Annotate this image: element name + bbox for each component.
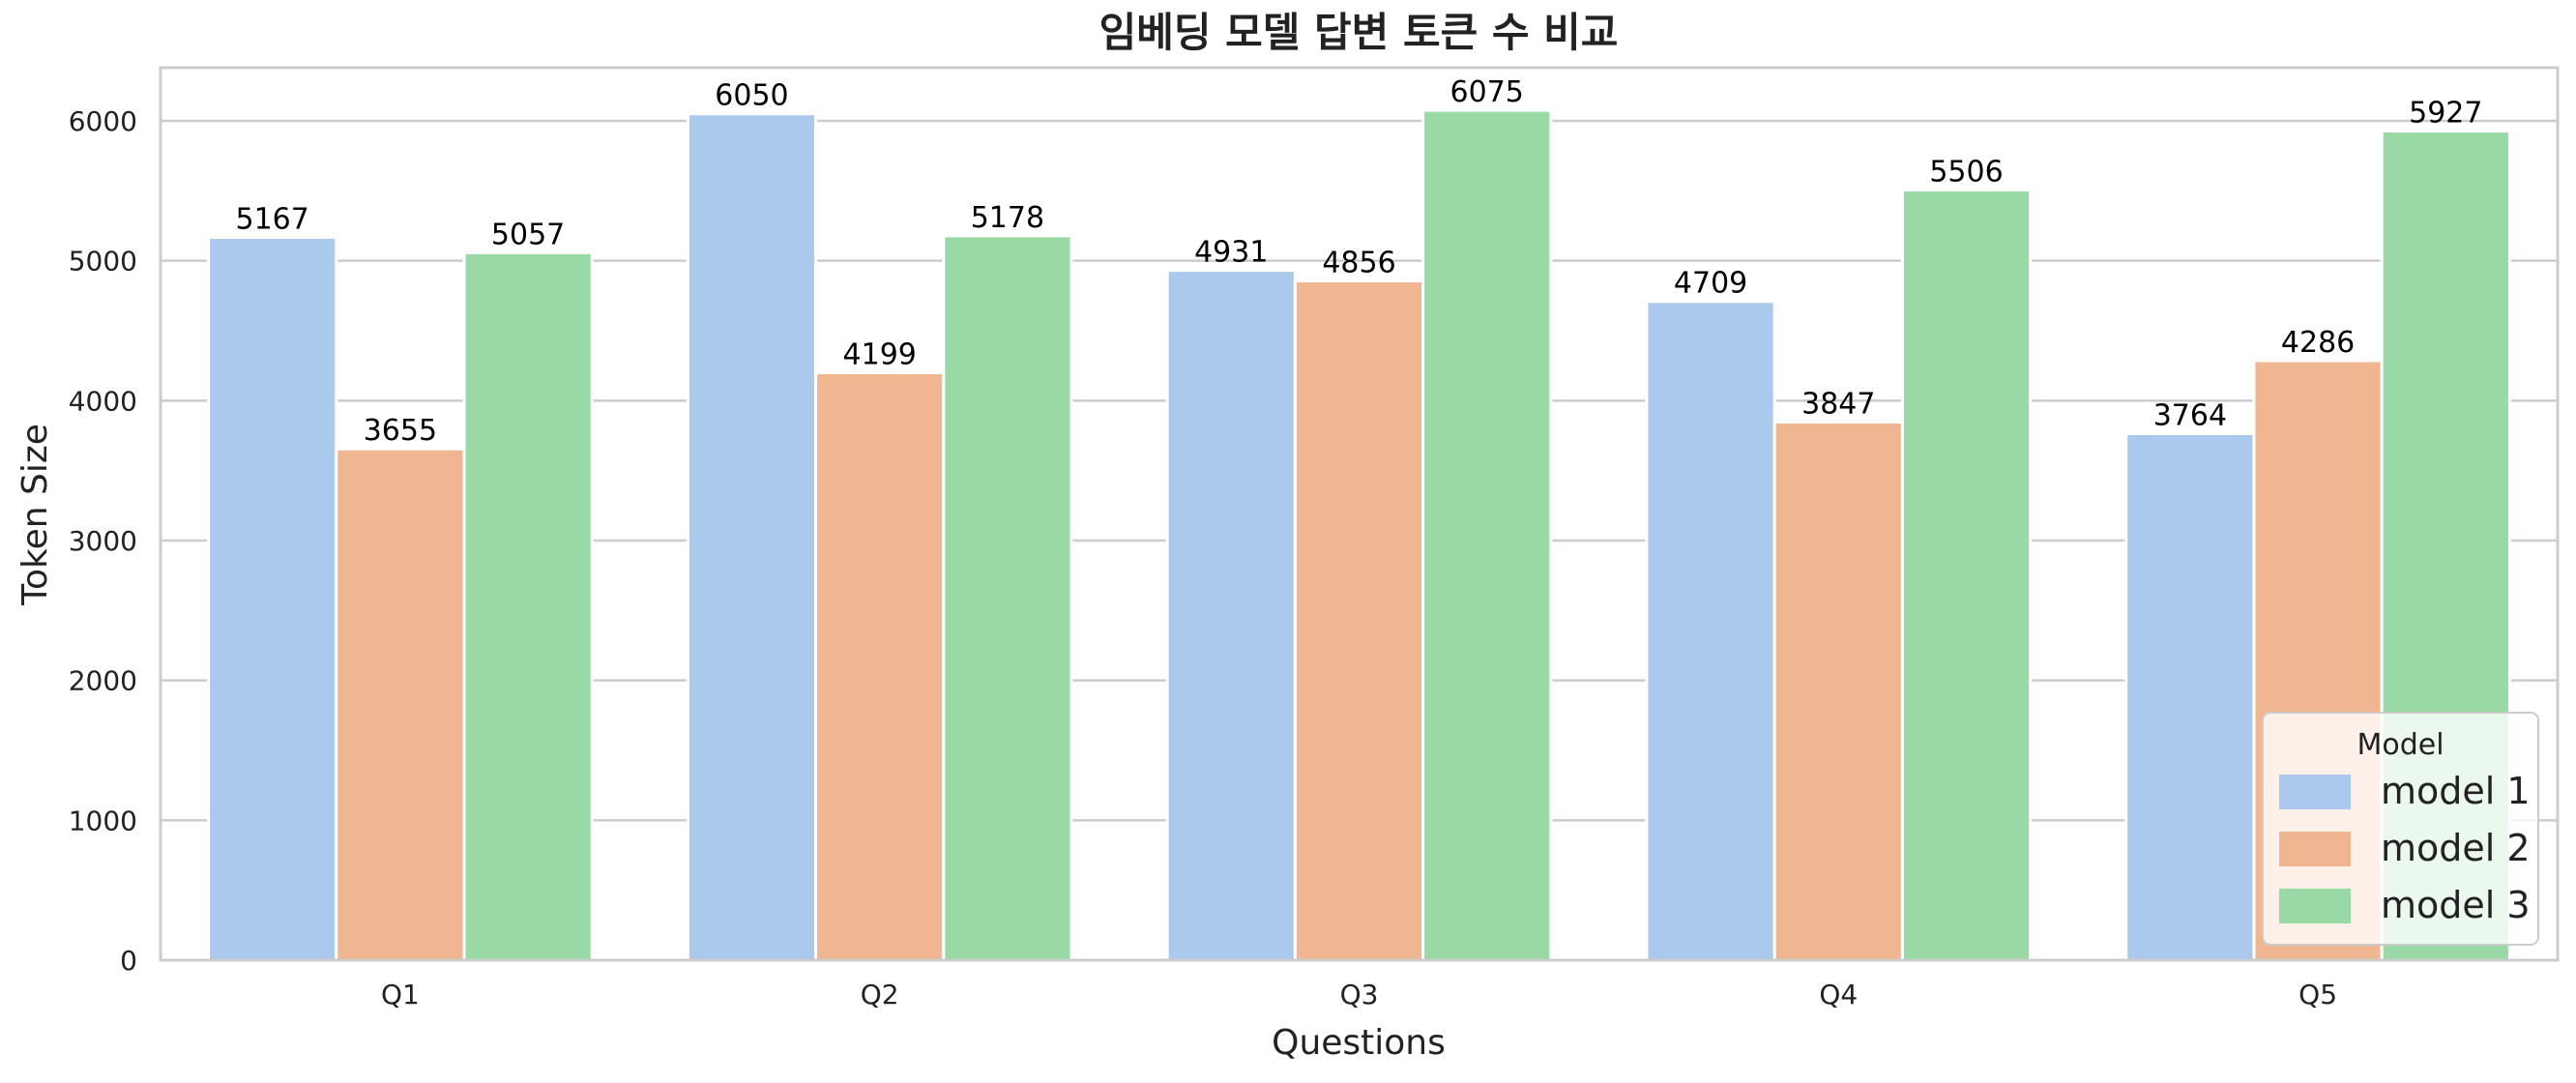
bar-value-label: 5178: [971, 201, 1044, 235]
legend-label: model 3: [2381, 884, 2531, 926]
y-tick-label: 0: [120, 945, 137, 977]
bar-value-label: 5927: [2409, 97, 2482, 131]
plot-area: 0 1000 2000 3000 4000 5000 6000 5167 6050 4931 470…: [69, 66, 2560, 1010]
bar: [814, 371, 946, 962]
x-axis-label: Questions: [1272, 1023, 1446, 1063]
bar-value-label: 4709: [1674, 267, 1747, 301]
y-tick-label: 3000: [69, 525, 137, 557]
bar: [1772, 420, 1904, 962]
x-tick-label: Q5: [2298, 979, 2337, 1010]
bar: [1421, 108, 1553, 962]
bar: [1293, 278, 1425, 962]
legend-label: model 1: [2381, 770, 2531, 812]
plot-frame: [159, 66, 2560, 962]
legend-label: model 2: [2381, 827, 2531, 869]
x-tick-label: Q1: [381, 979, 420, 1010]
bar: [207, 235, 338, 962]
bar: [686, 112, 818, 962]
y-tick-label: 6000: [69, 105, 137, 137]
y-tick-label: 2000: [69, 665, 137, 697]
y-axis-label: Token Size: [15, 424, 55, 606]
bar-value-label: 5167: [236, 202, 309, 236]
y-tick-label: 4000: [69, 385, 137, 417]
bar: [335, 447, 466, 962]
bar-value-label: 3847: [1801, 387, 1875, 421]
legend-swatch: [2279, 889, 2351, 923]
x-tick-label: Q3: [1340, 979, 1379, 1010]
bar-value-label: 3764: [2153, 398, 2227, 432]
y-tick-label: 1000: [69, 805, 137, 836]
legend: Model model 1 model 2 model 3: [2262, 712, 2539, 946]
bar-value-label: 4286: [2281, 326, 2355, 360]
bar-value-label: 3655: [364, 414, 437, 448]
bar: [462, 250, 594, 962]
legend-swatch: [2279, 832, 2351, 866]
legend-box: [2262, 712, 2539, 946]
bar: [942, 234, 1073, 962]
chart-title: 임베딩 모델 답변 토큰 수 비교: [1099, 9, 1619, 56]
bar-value-label: 4931: [1194, 236, 1268, 270]
bar: [1900, 188, 2033, 962]
bar: [1165, 269, 1297, 962]
x-tick-label: Q2: [861, 979, 899, 1010]
y-tick-label: 5000: [69, 246, 137, 278]
bar-value-label: 5057: [491, 218, 565, 251]
bar: [2124, 431, 2256, 962]
bar-value-label: 4199: [843, 338, 917, 372]
bar-value-label: 6050: [715, 79, 788, 113]
bar-value-label: 5506: [1929, 155, 2003, 189]
legend-swatch: [2279, 775, 2351, 809]
bar-value-label: 4856: [1322, 246, 1395, 279]
legend-title: Model: [2356, 728, 2444, 762]
bar-value-label: 6075: [1450, 75, 1524, 109]
x-tick-label: Q4: [1819, 979, 1858, 1010]
bar: [1645, 300, 1776, 962]
